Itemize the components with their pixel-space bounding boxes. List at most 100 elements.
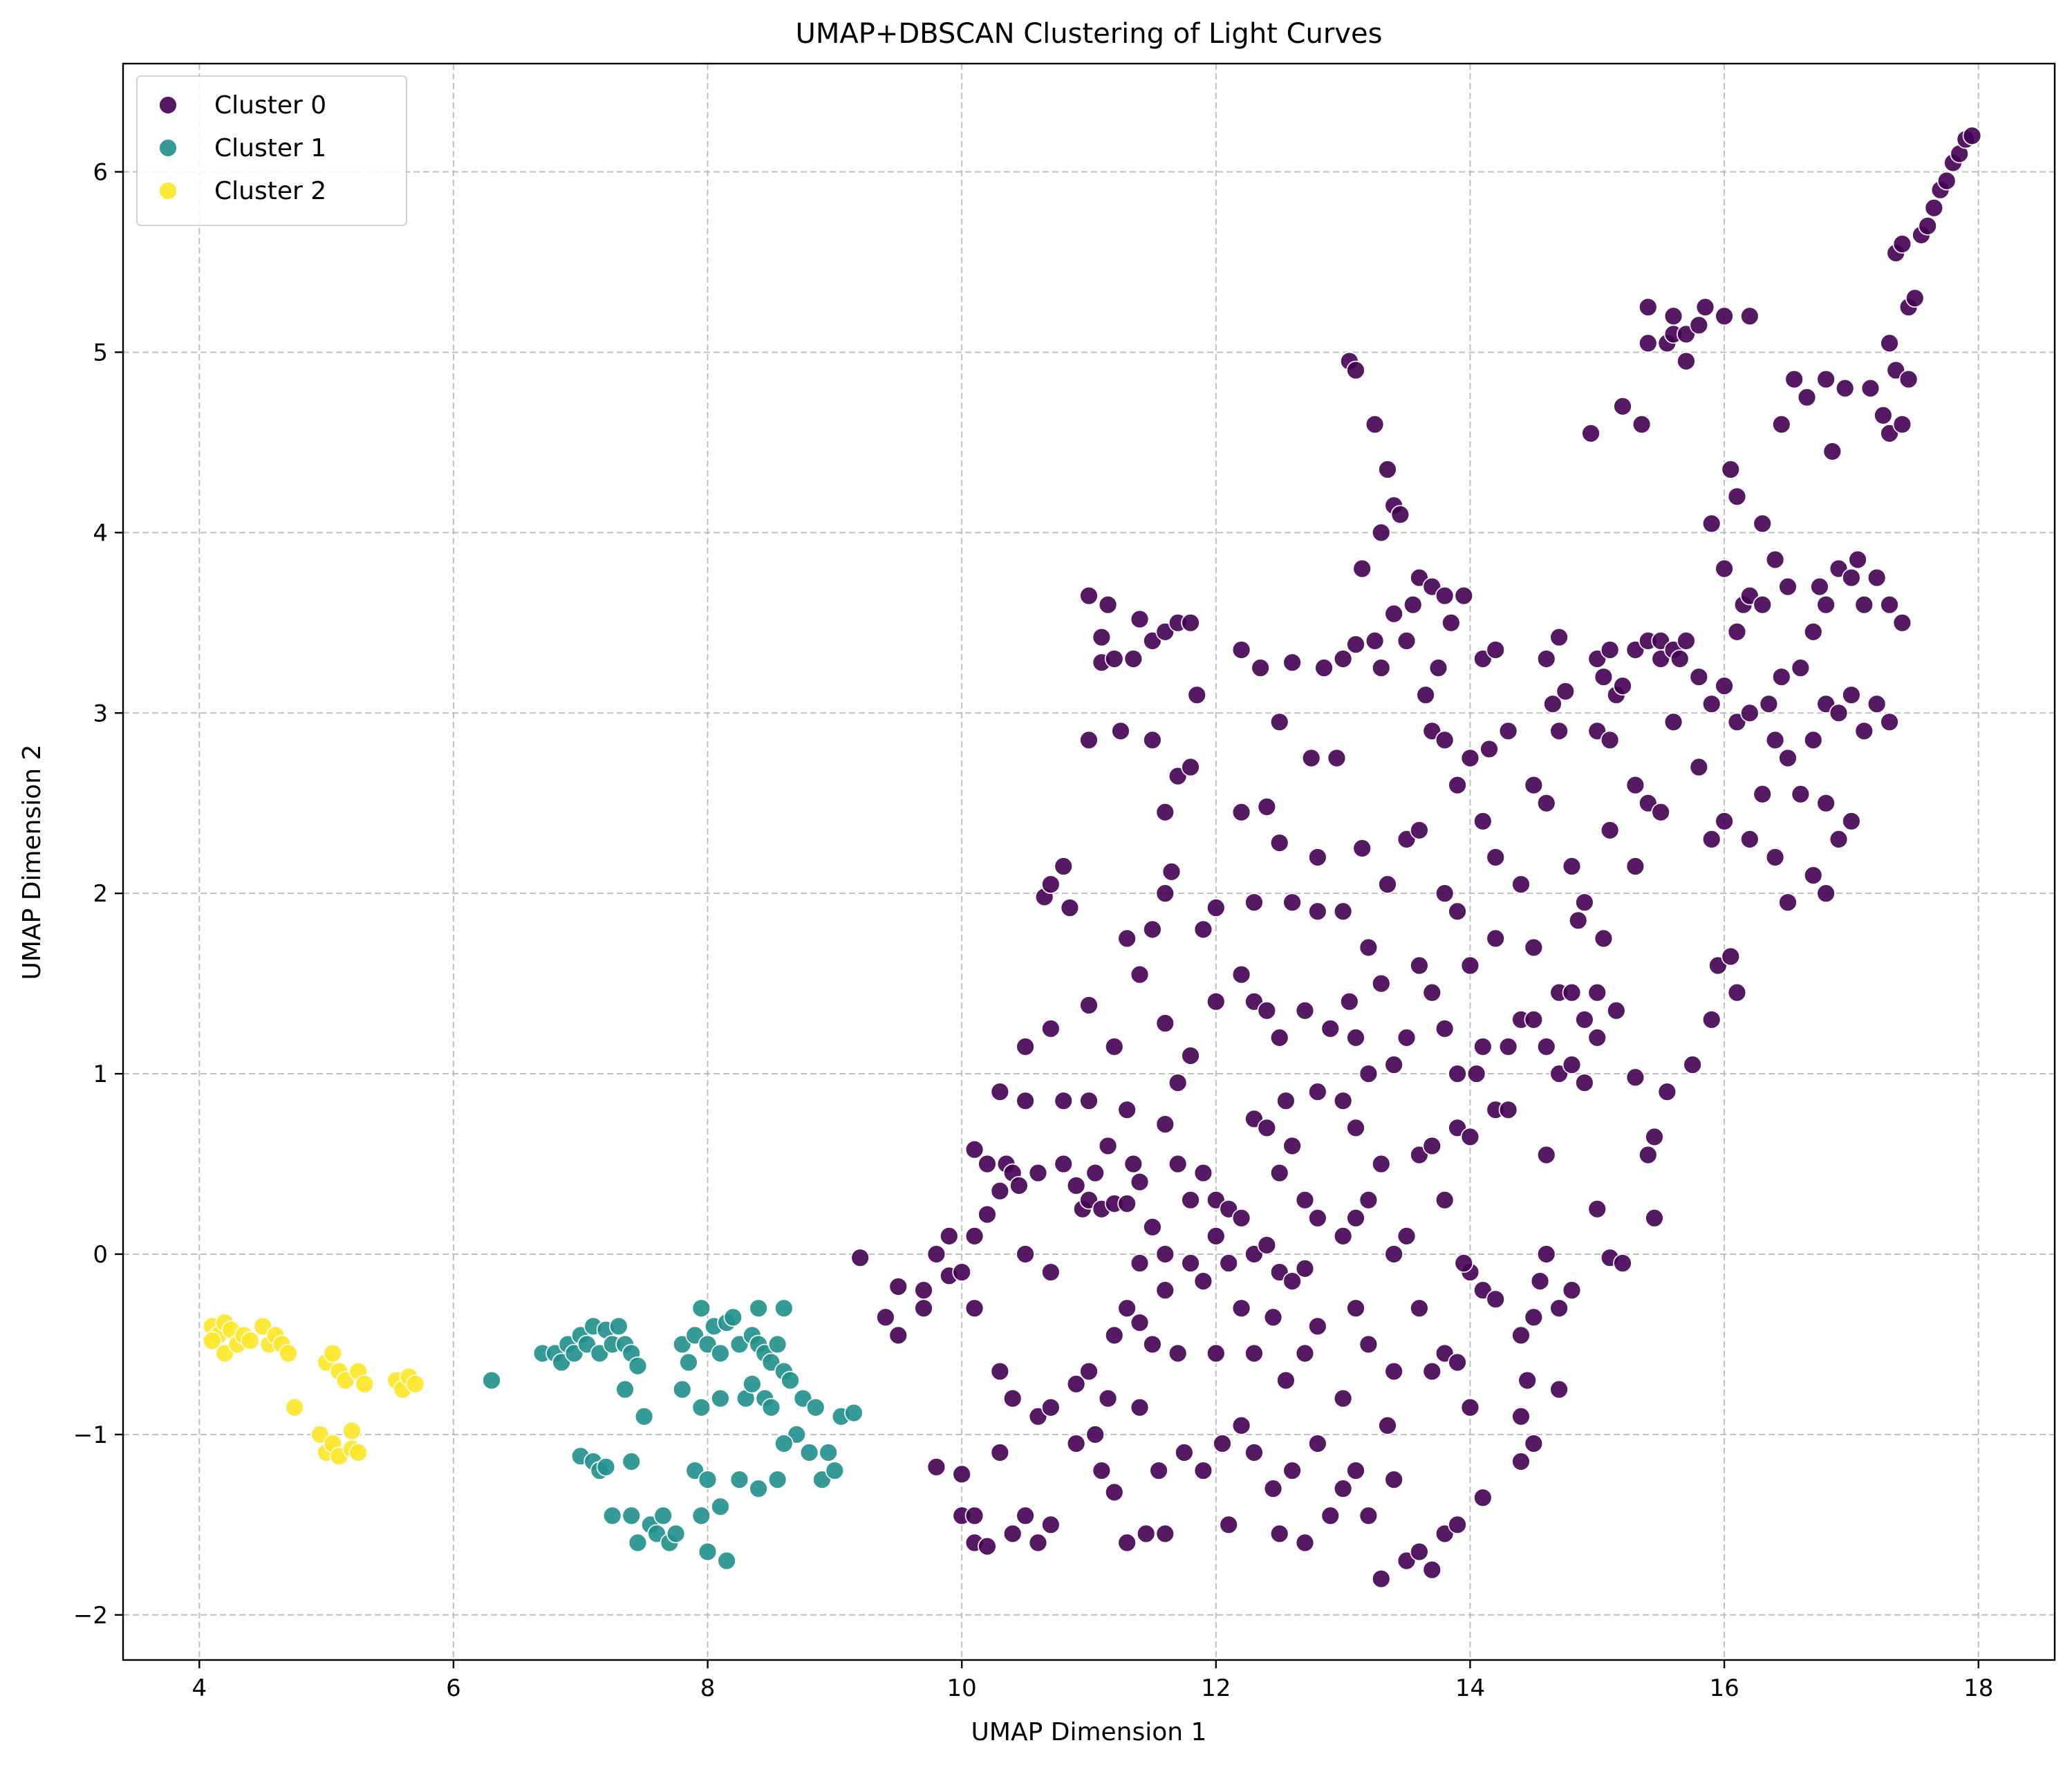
data-point [1085, 1424, 1105, 1444]
data-point [1117, 1533, 1137, 1553]
data-point [1359, 1506, 1379, 1526]
data-point [1352, 559, 1372, 579]
data-point [1161, 861, 1182, 882]
data-point [1797, 387, 1817, 407]
data-point [1632, 414, 1652, 434]
data-point [634, 1406, 654, 1426]
data-point [1486, 929, 1506, 949]
data-point [1778, 577, 1798, 597]
data-point [978, 1536, 997, 1556]
data-point [1117, 929, 1137, 949]
data-point [1511, 875, 1531, 895]
data-point [1613, 676, 1632, 696]
data-point [1810, 577, 1829, 597]
data-point [1378, 460, 1397, 479]
data-point [1486, 1289, 1506, 1309]
data-point [1257, 1118, 1277, 1138]
data-point [1251, 658, 1271, 678]
data-point [1066, 1374, 1086, 1394]
data-point [1028, 1533, 1048, 1553]
data-point [1117, 1298, 1137, 1318]
data-point [1028, 1163, 1048, 1183]
data-point [1263, 1479, 1283, 1499]
data-point [1016, 1506, 1035, 1526]
data-point [1054, 1091, 1074, 1111]
data-point [990, 1082, 1010, 1102]
data-point [1257, 797, 1277, 817]
data-point [1568, 911, 1588, 931]
data-point [1536, 1145, 1556, 1165]
data-point [1867, 694, 1887, 714]
data-point [1410, 820, 1429, 840]
data-point [1346, 635, 1365, 655]
x-tick-label: 12 [1201, 1675, 1231, 1702]
data-point [691, 1298, 711, 1318]
data-point [1143, 1217, 1162, 1237]
data-point [1371, 973, 1391, 994]
data-point [1803, 866, 1823, 885]
data-point [1002, 1524, 1023, 1544]
data-point [1269, 712, 1289, 732]
data-point [1422, 1560, 1442, 1580]
data-point [1117, 1100, 1137, 1120]
data-point [1181, 1253, 1200, 1273]
data-point [926, 1457, 946, 1477]
data-point [1638, 333, 1658, 353]
data-point [1473, 811, 1493, 831]
data-point [1371, 1154, 1391, 1174]
data-point [1174, 1443, 1194, 1462]
data-point [1181, 757, 1200, 777]
data-point [1771, 414, 1791, 434]
data-point [1359, 1190, 1379, 1210]
data-point [761, 1397, 781, 1417]
data-point [1549, 721, 1569, 741]
data-point [1422, 1136, 1442, 1156]
data-point [978, 1204, 997, 1224]
data-point [729, 1470, 749, 1489]
data-point [1486, 848, 1506, 867]
data-point [1276, 1370, 1296, 1390]
data-point [1498, 721, 1518, 741]
data-point [1727, 487, 1747, 507]
data-point [926, 1244, 946, 1264]
y-tick-label: 1 [93, 1061, 108, 1088]
data-point [1206, 1343, 1226, 1363]
data-point [1213, 1434, 1232, 1453]
data-point [628, 1533, 648, 1553]
data-point [1104, 1482, 1124, 1502]
data-point [1244, 893, 1264, 913]
data-point [1040, 1397, 1061, 1417]
data-point [1841, 568, 1861, 588]
data-point [1143, 920, 1162, 940]
data-point [1816, 595, 1836, 615]
data-point [1206, 1226, 1226, 1246]
data-point [1269, 1027, 1289, 1047]
data-point [1829, 703, 1849, 723]
data-point [1282, 1461, 1303, 1480]
data-point [964, 1139, 984, 1159]
data-point [1936, 171, 1957, 191]
data-point [672, 1379, 692, 1399]
x-tick-label: 10 [947, 1675, 977, 1702]
data-point [1739, 703, 1760, 723]
data-point [1854, 721, 1874, 741]
data-point [1753, 514, 1773, 534]
data-point [1263, 1307, 1283, 1327]
data-point [964, 1226, 984, 1246]
data-point [1054, 1154, 1074, 1174]
data-point [1143, 1334, 1162, 1354]
data-points [202, 126, 1982, 1589]
data-point [939, 1226, 959, 1246]
data-point [1155, 884, 1175, 904]
data-point [1206, 991, 1226, 1011]
data-point [1594, 667, 1614, 687]
data-point [1123, 1154, 1144, 1174]
data-point [1231, 1208, 1251, 1228]
data-point [482, 1370, 501, 1390]
data-point [1307, 848, 1327, 867]
data-point [1282, 653, 1303, 673]
data-point [1079, 730, 1099, 750]
data-point [844, 1403, 864, 1423]
data-point [1307, 1208, 1327, 1228]
